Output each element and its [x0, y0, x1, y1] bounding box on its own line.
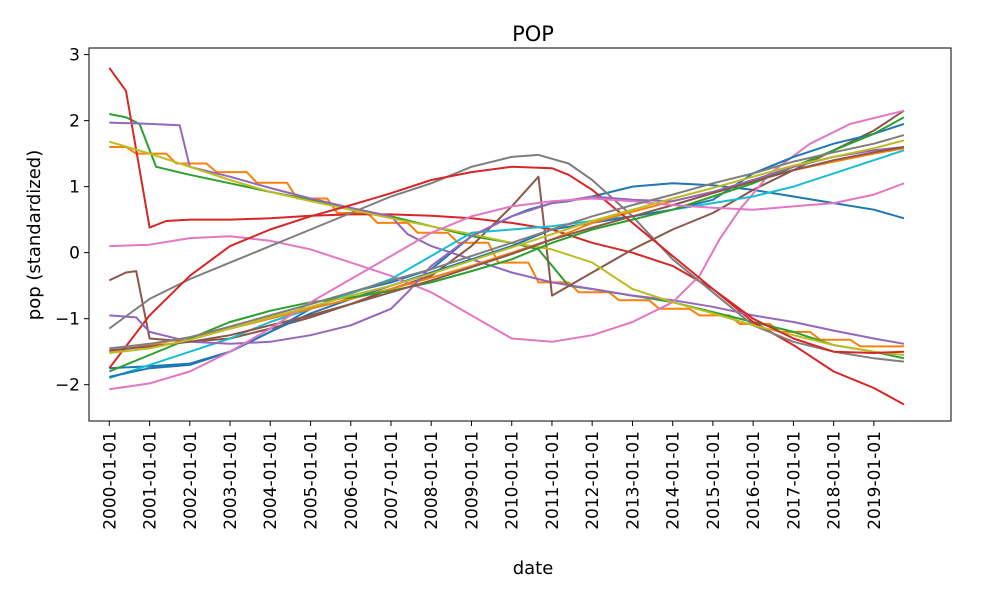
x-tick-label: 2013-01-01 — [623, 431, 643, 530]
x-tick-label: 2019-01-01 — [865, 431, 885, 530]
series-line-10 — [108, 149, 905, 380]
series-line-14 — [108, 165, 905, 369]
series-line-18 — [109, 134, 905, 350]
series-line-7 — [109, 109, 905, 343]
x-tick-label: 2008-01-01 — [422, 431, 442, 530]
y-tick-label: 0 — [69, 244, 80, 264]
x-tick-label: 2009-01-01 — [463, 431, 483, 530]
x-tick-label: 2017-01-01 — [784, 431, 804, 530]
x-tick-label: 2005-01-01 — [302, 431, 322, 530]
series-line-8 — [108, 153, 905, 363]
plot-frame — [88, 47, 952, 422]
x-tick-label: 2018-01-01 — [825, 431, 845, 530]
x-tick-label: 2007-01-01 — [382, 431, 402, 530]
x-axis: 2000-01-01 2001-01-01 2002-01-01 2003-01-01… — [100, 421, 885, 530]
x-tick-label: 2015-01-01 — [704, 431, 724, 530]
series-line-16 — [109, 146, 905, 352]
x-tick-label: 2001-01-01 — [141, 431, 161, 530]
x-tick-label: 2003-01-01 — [221, 431, 241, 530]
x-tick-label: 2014-01-01 — [664, 431, 684, 530]
y-tick-label: 1 — [69, 178, 80, 198]
x-tick-label: 2006-01-01 — [342, 431, 362, 530]
y-tick-label: −1 — [55, 310, 80, 330]
y-tick-label: 2 — [69, 112, 80, 132]
x-axis-title: date — [513, 558, 554, 579]
y-axis: −2 −1 0 1 2 3 — [55, 46, 89, 396]
series-line-13 — [108, 116, 905, 373]
series-line-4 — [108, 67, 905, 406]
x-tick-label: 2004-01-01 — [261, 431, 281, 530]
x-tick-label: 2000-01-01 — [100, 431, 120, 530]
series-lines — [108, 67, 905, 406]
y-tick-label: −2 — [55, 376, 80, 396]
y-axis-title: pop (standardized) — [24, 150, 45, 320]
series-line-19 — [109, 139, 905, 354]
chart-title: POP — [512, 22, 554, 46]
x-tick-label: 2011-01-01 — [543, 431, 563, 530]
x-tick-label: 2010-01-01 — [503, 431, 523, 530]
series-line-17 — [109, 182, 905, 391]
x-tick-label: 2012-01-01 — [583, 431, 603, 530]
series-line-6 — [108, 109, 905, 343]
y-tick-label: 3 — [69, 46, 80, 66]
series-line-15 — [109, 146, 905, 345]
series-line-5 — [109, 121, 905, 345]
x-tick-label: 2002-01-01 — [181, 431, 201, 530]
x-tick-label: 2016-01-01 — [744, 431, 764, 530]
